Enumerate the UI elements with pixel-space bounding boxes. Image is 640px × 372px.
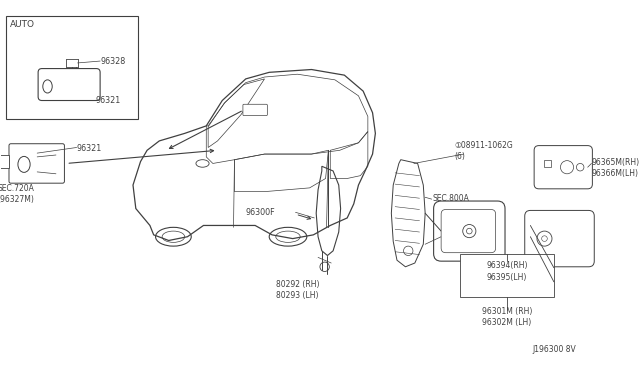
Bar <box>6 16 138 119</box>
FancyBboxPatch shape <box>441 209 495 253</box>
FancyBboxPatch shape <box>434 201 505 261</box>
Text: ①08911-1062G
(6): ①08911-1062G (6) <box>454 141 513 161</box>
Bar <box>460 254 554 297</box>
Text: 96301M (RH)
96302M (LH): 96301M (RH) 96302M (LH) <box>482 307 532 327</box>
FancyBboxPatch shape <box>38 68 100 100</box>
Text: AUTO: AUTO <box>10 20 35 29</box>
FancyBboxPatch shape <box>243 104 268 116</box>
Text: 96394(RH)
96395(LH): 96394(RH) 96395(LH) <box>486 262 527 282</box>
Text: 96300F: 96300F <box>246 208 275 217</box>
Text: J196300 8V: J196300 8V <box>532 345 576 354</box>
FancyBboxPatch shape <box>534 145 593 189</box>
Bar <box>0 155 9 168</box>
Text: 96321: 96321 <box>77 144 102 153</box>
Text: 80292 (RH)
80293 (LH): 80292 (RH) 80293 (LH) <box>276 280 319 300</box>
FancyBboxPatch shape <box>525 211 595 267</box>
Bar <box>543 160 551 167</box>
Text: 96328: 96328 <box>100 57 125 66</box>
Text: SEC.720A
(96327M): SEC.720A (96327M) <box>0 184 35 204</box>
FancyBboxPatch shape <box>9 144 65 183</box>
Text: 96321: 96321 <box>95 96 121 105</box>
Text: 96365M(RH)
96366M(LH): 96365M(RH) 96366M(LH) <box>591 158 639 178</box>
Text: SEC.800A: SEC.800A <box>433 193 470 202</box>
